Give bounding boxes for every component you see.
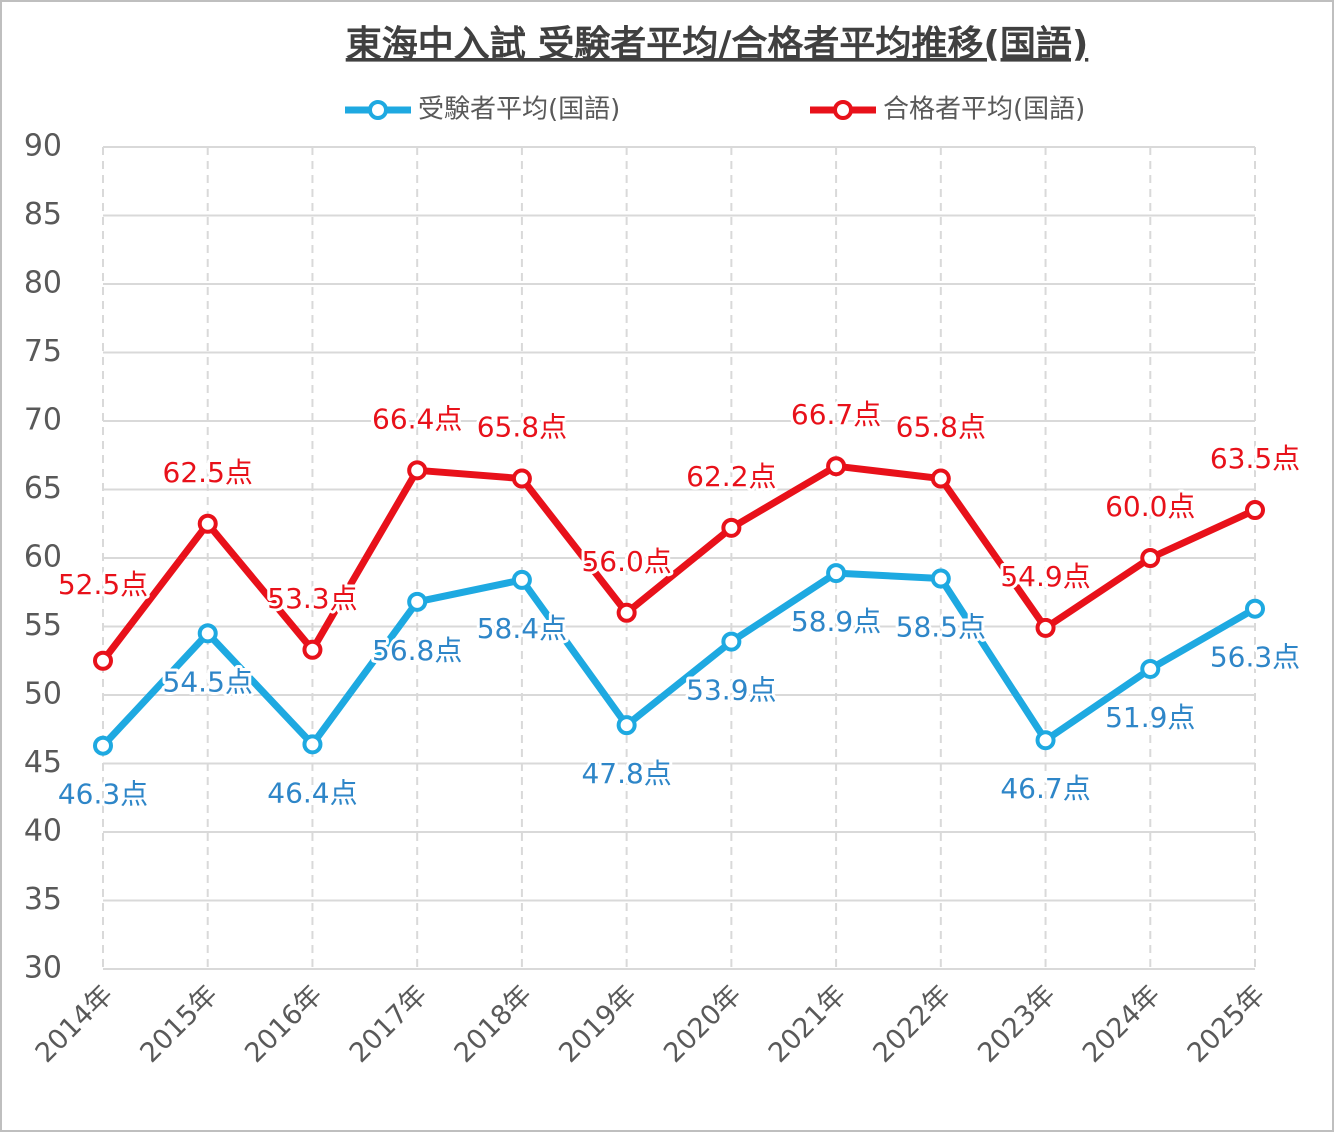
data-label: 46.4点 (267, 776, 357, 809)
y-tick-label: 90 (24, 129, 62, 164)
data-label: 51.9点 (1105, 701, 1195, 734)
data-label: 53.9点 (686, 674, 776, 707)
legend-label: 受験者平均(国語) (418, 95, 620, 125)
data-label: 58.9点 (791, 605, 881, 638)
data-point (1035, 617, 1056, 638)
y-tick-label: 30 (24, 951, 62, 986)
data-label: 56.8点 (372, 634, 462, 667)
y-tick-label: 60 (24, 540, 62, 575)
data-label: 46.7点 (1000, 772, 1090, 805)
data-point (826, 456, 847, 477)
y-tick-label: 75 (24, 334, 62, 369)
data-point (302, 639, 323, 660)
data-label: 56.3点 (1210, 641, 1300, 674)
chart-title: 東海中入試 受験者平均/合格者平均推移(国語) (346, 24, 1089, 65)
legend-marker (833, 100, 853, 120)
data-label: 46.3点 (58, 778, 148, 811)
data-point (93, 735, 113, 756)
data-point (511, 569, 532, 590)
y-tick-label: 35 (24, 882, 62, 917)
data-label: 58.5点 (896, 611, 986, 644)
data-label: 47.8点 (581, 757, 671, 790)
legend-label: 合格者平均(国語) (883, 95, 1085, 125)
data-label: 62.2点 (686, 460, 776, 493)
y-tick-label: 40 (24, 814, 62, 849)
data-point (826, 563, 847, 584)
data-point (1245, 500, 1265, 521)
data-label: 65.8点 (896, 411, 986, 444)
data-label: 58.4点 (477, 612, 567, 645)
data-point (302, 734, 323, 755)
data-label: 60.0点 (1105, 490, 1195, 523)
data-point (930, 468, 951, 489)
data-label: 56.0点 (581, 545, 671, 578)
data-point (197, 513, 218, 534)
data-point (197, 623, 218, 644)
data-point (721, 631, 742, 652)
data-point (616, 602, 637, 623)
y-tick-label: 55 (24, 608, 62, 643)
data-label: 53.3点 (267, 582, 357, 615)
data-label: 65.8点 (477, 411, 567, 444)
legend-marker (368, 100, 388, 120)
series-line (100, 569, 1257, 749)
data-point (1245, 598, 1265, 619)
data-point (407, 591, 428, 612)
data-point (1140, 658, 1161, 679)
data-label: 66.4点 (372, 402, 462, 435)
y-tick-label: 80 (24, 266, 62, 301)
y-tick-label: 50 (24, 677, 62, 712)
data-point (1035, 730, 1056, 751)
data-point (93, 650, 113, 671)
data-label: 62.5点 (163, 456, 253, 489)
data-point (1140, 548, 1161, 568)
data-point (511, 468, 532, 489)
y-tick-label: 70 (24, 403, 62, 438)
data-label: 52.5点 (58, 568, 148, 601)
series-line (100, 462, 1257, 663)
data-label: 66.7点 (791, 398, 881, 431)
data-label: 63.5点 (1210, 442, 1300, 475)
y-tick-label: 65 (24, 471, 62, 506)
y-tick-label: 85 (24, 197, 62, 232)
data-point (616, 715, 637, 736)
y-tick-label: 45 (24, 745, 62, 780)
data-label: 54.5点 (163, 665, 253, 698)
data-point (721, 517, 742, 538)
data-point (930, 568, 951, 589)
data-label: 54.9点 (1000, 560, 1090, 593)
data-point (407, 460, 428, 481)
